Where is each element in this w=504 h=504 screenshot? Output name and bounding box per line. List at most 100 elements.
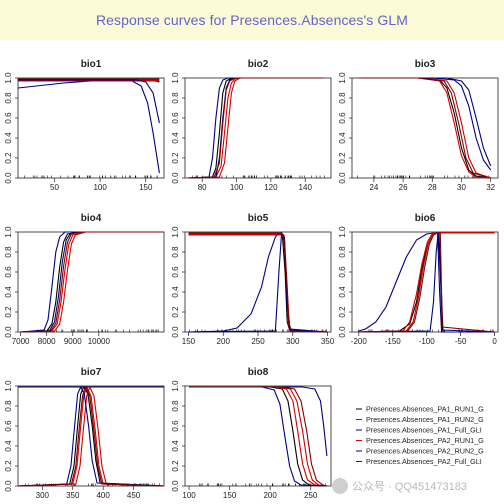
legend-label: Presences.Absences_PA2_Full_GLI [366,457,482,466]
panel-title: bio3 [415,59,436,70]
plot-frame [184,231,332,333]
plot-frame [17,77,165,179]
series-line-6 [17,385,165,487]
legend-label: Presences.Absences_PA1_Full_GLI [366,426,482,435]
x-tick-label: 250 [304,491,318,500]
series-line-3 [188,232,328,333]
wechat-icon [332,478,348,494]
series-line-4 [358,231,495,333]
y-tick-label: 0.8 [171,246,180,258]
panel-bio4: bio4 7000 8000 9000 10000 0.0 0.2 0.4 0.6 0.8 1.0 [4,213,165,346]
y-tick-label: 0.0 [171,326,180,338]
panel-bio5: bio5 150 200 250 300 350 0.0 0.2 0.4 0.6 0.8 1.0 [171,213,335,346]
x-tick-label: 350 [66,491,80,500]
y-tick-label: 1.0 [4,72,13,84]
x-tick-label: 100 [182,491,196,500]
series-line-2 [188,77,323,179]
series-line-2 [20,231,164,333]
panel-title: bio2 [248,59,269,70]
watermark: 公众号 · QQ451473183 [332,475,500,497]
series-line-5 [189,386,327,487]
x-tick-label: 26 [399,183,408,192]
plot-frame [17,385,165,487]
legend-label: Presences.Absences_PA2_RUN1_G [366,436,484,445]
y-tick-label: 0.0 [338,326,347,338]
plot-frame [17,231,165,333]
chart-title: Response curves for Presences.Absences's… [95,12,409,28]
x-tick-label: 30 [457,183,466,192]
series-line-3 [17,79,160,174]
series-line-3 [188,77,323,179]
x-tick-label: -200 [351,337,368,346]
x-tick-label: 350 [321,337,335,346]
series-line-2 [359,77,491,179]
legend-label: Presences.Absences_PA2_RUN2_G [366,447,484,456]
series-line-6 [189,386,328,487]
y-tick-label: 0.2 [4,460,13,472]
x-tick-label: -150 [385,337,402,346]
y-tick-label: 0.6 [4,112,13,124]
y-tick-label: 0.8 [4,92,13,104]
y-tick-label: 0.0 [4,480,13,492]
series-line-4 [189,386,327,487]
series-line-4 [17,385,165,487]
y-tick-label: 1.0 [4,380,13,392]
y-tick-label: 0.6 [338,266,347,278]
y-tick-label: 0.2 [171,152,180,164]
y-tick-label: 0.6 [171,420,180,432]
x-tick-label: 100 [230,183,244,192]
y-tick-label: 0.6 [4,266,13,278]
x-tick-label: 150 [139,183,153,192]
y-tick-label: 1.0 [171,380,180,392]
x-tick-label: 100 [93,183,107,192]
y-tick-label: 0.4 [4,440,13,452]
x-tick-label: 400 [96,491,110,500]
y-tick-label: 0.8 [171,400,180,412]
x-tick-label: 50 [50,183,59,192]
y-tick-label: 0.8 [338,92,347,104]
panel-title: bio4 [81,213,102,224]
x-tick-label: 8000 [38,337,56,346]
series-line-1 [20,231,164,333]
legend-label: Presences.Absences_PA1_RUN2_G [366,415,484,424]
x-tick-label: 10000 [88,337,111,346]
x-tick-label: 32 [486,183,495,192]
y-tick-label: 0.8 [4,246,13,258]
series-line-6 [359,77,491,179]
x-tick-label: 9000 [64,337,82,346]
series-line-5 [188,77,323,179]
y-tick-label: 1.0 [171,226,180,238]
series-line-6 [358,232,495,333]
y-tick-label: 0.4 [4,286,13,298]
y-tick-label: 0.0 [171,480,180,492]
x-tick-label: 200 [263,491,277,500]
plot-frame [351,231,499,333]
y-tick-label: 1.0 [338,72,347,84]
plot-frame [184,385,332,487]
x-tick-label: -100 [419,337,436,346]
y-tick-label: 0.0 [171,172,180,184]
x-tick-label: 7000 [12,337,30,346]
series-line-5 [188,231,328,333]
x-tick-label: 200 [217,337,231,346]
series-line-5 [18,79,160,124]
y-tick-label: 1.0 [4,226,13,238]
x-tick-label: 28 [428,183,437,192]
series-line-6 [20,231,164,333]
series-line-3 [359,77,492,171]
legend-label: Presences.Absences_PA1_RUN1_G [366,405,484,414]
y-tick-label: 0.6 [171,112,180,124]
panel-bio8: bio8 100 150 200 250 0.0 0.2 0.4 0.6 0.8 1.0 [171,367,332,500]
x-tick-label: 300 [286,337,300,346]
y-tick-label: 0.2 [4,152,13,164]
x-tick-label: 0 [492,337,497,346]
panel-bio7: bio7 300 350 400 450 0.0 0.2 0.4 0.6 0.8 1.0 [4,367,165,500]
watermark-text: 公众号 · QQ451473183 [352,481,467,493]
y-tick-label: 0.6 [171,266,180,278]
y-tick-label: 0.2 [338,306,347,318]
series-line-3 [20,231,164,333]
x-tick-label: 120 [264,183,278,192]
series-line-4 [188,77,323,179]
series-line-2 [188,233,328,333]
